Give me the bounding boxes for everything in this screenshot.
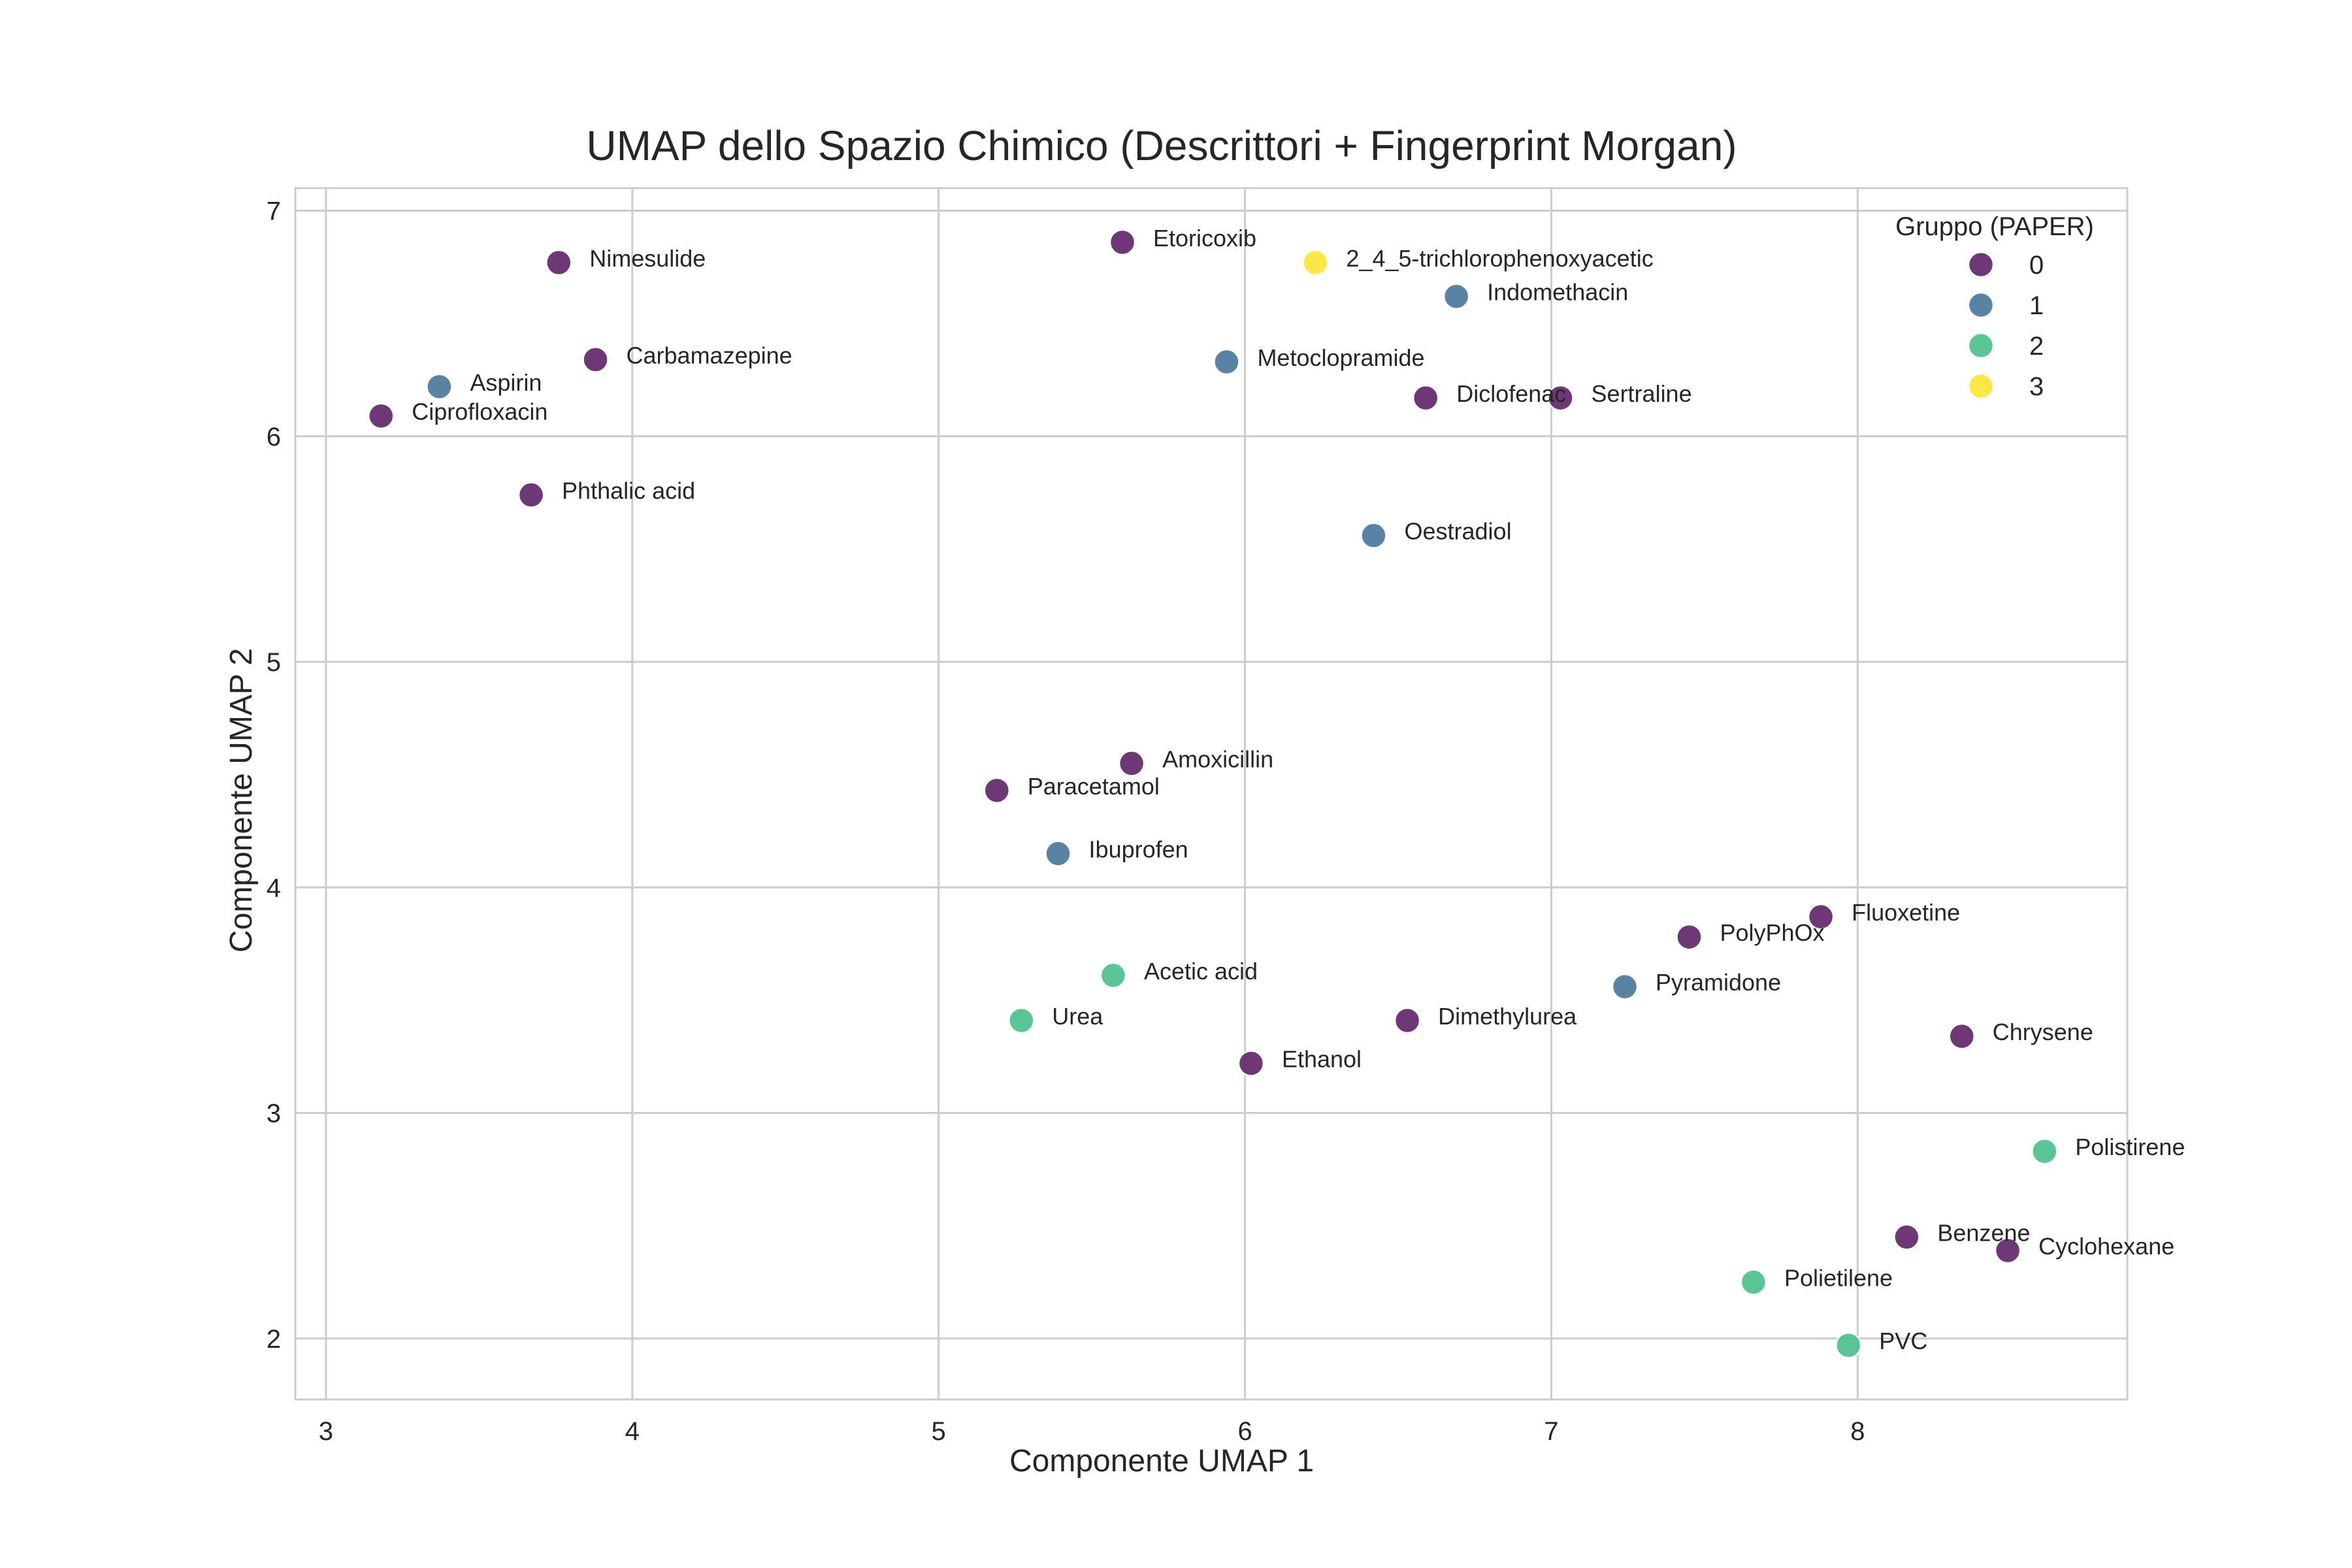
point-cyclohexane xyxy=(1994,1237,2021,1264)
point-label: Metoclopramide xyxy=(1257,344,1424,371)
legend-title: Gruppo (PAPER) xyxy=(1895,212,2094,241)
point-label: 2_4_5-trichlorophenoxyacetic xyxy=(1346,245,1653,272)
point-label: Pyramidone xyxy=(1656,969,1781,996)
x-axis-label: Componente UMAP 1 xyxy=(1009,1444,1314,1478)
point-label: PolyPhOx xyxy=(1720,919,1824,946)
point-metoclopramide xyxy=(1213,348,1240,376)
point-diclofenac xyxy=(1412,384,1439,412)
y-axis-label: Componente UMAP 2 xyxy=(224,648,259,953)
point-label: Polietilene xyxy=(1784,1264,1893,1291)
point-label: Phthalic acid xyxy=(562,478,695,504)
legend-label: 1 xyxy=(2029,291,2044,320)
y-tick-label: 4 xyxy=(267,874,281,902)
point-label: Diclofenac xyxy=(1456,380,1566,407)
point-2-4-5-trichlorophenoxyacetic xyxy=(1302,249,1329,276)
point-urea xyxy=(1008,1007,1035,1034)
y-tick-label: 7 xyxy=(267,197,281,226)
y-tick-label: 6 xyxy=(267,423,281,451)
legend-entries: 0 1 2 3 xyxy=(1967,251,2044,401)
point-phthalic-acid xyxy=(517,482,545,508)
legend-label: 0 xyxy=(2029,251,2044,280)
point-label: Fluoxetine xyxy=(1852,899,1960,926)
y-tick-label: 2 xyxy=(267,1325,281,1354)
point-label: Ibuprofen xyxy=(1089,836,1188,862)
legend-marker xyxy=(1967,332,1995,359)
legend-label: 3 xyxy=(2029,372,2044,401)
legend-marker xyxy=(1967,291,1995,319)
x-tick-label: 7 xyxy=(1544,1417,1558,1446)
point-label: Etoricoxib xyxy=(1153,225,1256,252)
x-tick-label: 8 xyxy=(1850,1417,1865,1446)
point-label: Sertraline xyxy=(1592,380,1692,407)
point-label: Nimesulide xyxy=(589,245,706,272)
point-amoxicillin xyxy=(1118,750,1145,777)
point-labels: Nimesulide Etoricoxib 2_4_5-trichloropheno… xyxy=(412,225,2185,1354)
point-label: Ciprofloxacin xyxy=(412,399,547,425)
point-carbamazepine xyxy=(582,346,609,373)
chart-title: UMAP dello Spazio Chimico (Descrittori +… xyxy=(586,122,1737,169)
point-ethanol xyxy=(1237,1050,1265,1077)
point-label: PVC xyxy=(1879,1328,1927,1354)
plot-frame xyxy=(294,187,2129,1401)
point-indomethacin xyxy=(1443,283,1470,310)
point-label: Aspirin xyxy=(470,369,542,396)
point-benzene xyxy=(1893,1224,1920,1250)
point-label: Carbamazepine xyxy=(627,342,792,368)
point-chrysene xyxy=(1948,1022,1976,1050)
point-label: Cyclohexane xyxy=(2038,1233,2174,1260)
point-pvc xyxy=(1835,1331,1862,1359)
y-tick-labels: 2 3 4 5 6 7 xyxy=(267,197,281,1354)
point-ciprofloxacin xyxy=(368,402,395,429)
point-sertraline xyxy=(1547,384,1574,412)
point-acetic-acid xyxy=(1100,962,1127,989)
x-tick-label: 3 xyxy=(319,1417,333,1446)
point-label: Urea xyxy=(1052,1003,1103,1030)
legend-marker xyxy=(1967,251,1995,278)
point-label: Acetic acid xyxy=(1144,958,1258,985)
point-label: Polistirene xyxy=(2075,1134,2185,1160)
point-etoricoxib xyxy=(1109,229,1136,256)
x-tick-labels: 3 4 5 6 7 8 xyxy=(319,1417,1865,1446)
point-oestradiol xyxy=(1360,522,1387,549)
point-dimethylurea xyxy=(1394,1007,1421,1034)
point-label: Amoxicillin xyxy=(1162,745,1273,772)
legend-marker xyxy=(1967,372,1995,400)
point-polyphox xyxy=(1676,923,1703,951)
point-label: Chrysene xyxy=(1993,1019,2093,1045)
point-polistirene xyxy=(2031,1137,2058,1165)
legend-label: 2 xyxy=(2029,332,2044,361)
point-pyramidone xyxy=(1611,973,1639,1000)
point-polietilene xyxy=(1740,1269,1767,1296)
x-tick-label: 4 xyxy=(625,1417,640,1446)
data-points xyxy=(368,229,2058,1359)
y-tick-label: 3 xyxy=(267,1100,281,1128)
point-ibuprofen xyxy=(1045,840,1071,867)
legend: Gruppo (PAPER) 0 1 2 3 xyxy=(1895,212,2094,401)
x-tick-label: 6 xyxy=(1237,1417,1252,1446)
point-label: Oestradiol xyxy=(1405,518,1512,545)
y-tick-label: 5 xyxy=(267,648,281,677)
point-aspirin xyxy=(426,373,453,400)
point-label: Dimethylurea xyxy=(1438,1003,1577,1030)
x-tick-label: 5 xyxy=(932,1417,946,1446)
point-nimesulide xyxy=(546,249,572,276)
point-label: Indomethacin xyxy=(1487,279,1628,306)
point-fluoxetine xyxy=(1807,903,1835,930)
grid xyxy=(295,188,2127,1399)
point-label: Ethanol xyxy=(1282,1046,1362,1073)
point-paracetamol xyxy=(983,777,1011,804)
point-label: Benzene xyxy=(1937,1219,2030,1246)
point-label: Paracetamol xyxy=(1028,773,1160,800)
